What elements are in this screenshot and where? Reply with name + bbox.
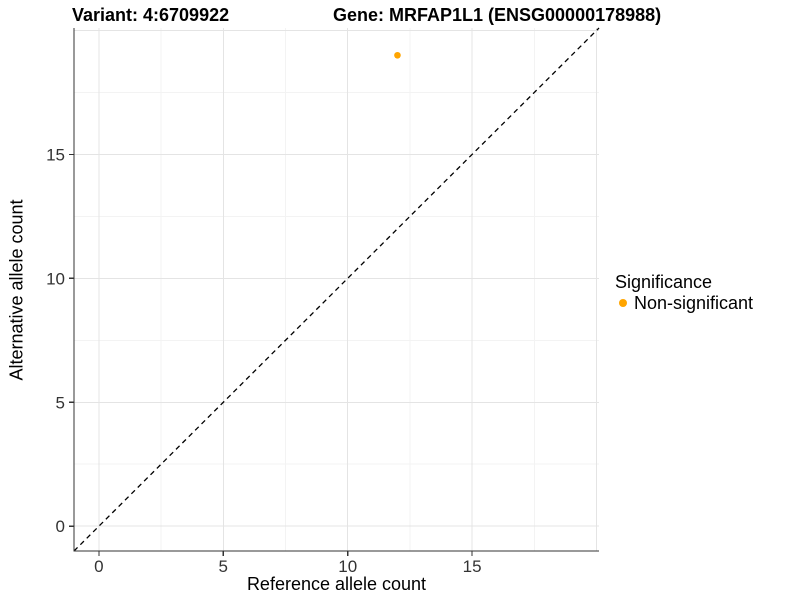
x-tick-label: 0 [94,557,103,576]
x-tick-label: 10 [338,557,357,576]
y-axis-title: Alternative allele count [6,199,27,381]
x-tick-label: 5 [219,557,228,576]
x-tick-label: 15 [463,557,482,576]
legend-item-non-significant: Non-significant [615,293,753,313]
legend: Significance Non-significant [615,271,753,313]
y-tick-label: 0 [56,517,65,536]
identity-dashed-line [73,27,600,552]
x-axis-title: Reference allele count [246,574,427,594]
plot-title-gene: Gene: MRFAP1L1 (ENSG00000178988) [333,5,662,25]
y-tick-label: 5 [56,393,65,412]
data-point [394,51,401,59]
plot-title-variant: Variant: 4:6709922 [72,5,230,25]
legend-point-icon [619,299,627,307]
legend-item-label: Non-significant [634,292,754,313]
legend-title: Significance [615,272,713,292]
y-tick-label: 15 [46,145,65,164]
y-tick-label: 10 [46,269,65,288]
